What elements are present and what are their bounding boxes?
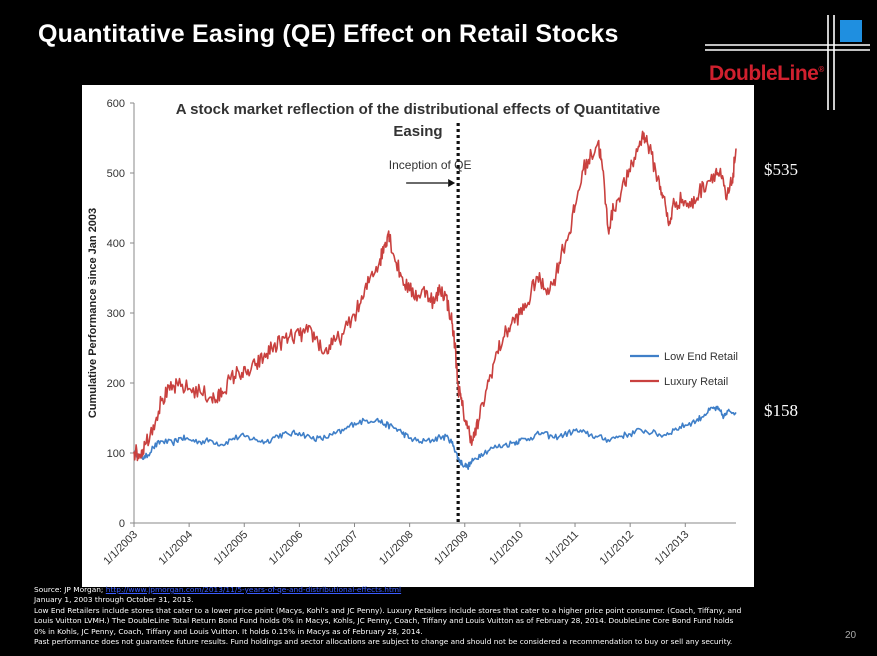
footnote-line: 0% in Kohls, JC Penny, Coach, Tiffany an… bbox=[34, 626, 423, 636]
qe-annotation-label: Inception of QE bbox=[389, 158, 472, 172]
y-tick-label: 400 bbox=[107, 238, 125, 250]
doubleline-logo: DoubleLine® bbox=[709, 62, 824, 85]
y-tick-label: 300 bbox=[107, 308, 125, 320]
y-tick-label: 200 bbox=[107, 378, 125, 390]
low-end-end-value: $158 bbox=[764, 401, 798, 420]
y-tick-label: 500 bbox=[107, 168, 125, 180]
x-tick-label: 1/1/2004 bbox=[156, 529, 195, 568]
x-tick-label: 1/1/2011 bbox=[543, 529, 581, 567]
chart-title-line: A stock market reflection of the distrib… bbox=[176, 101, 661, 118]
logo-blue-square bbox=[840, 20, 862, 42]
source-line: Source: JP Morgan; http://www.jpmorgan.c… bbox=[34, 585, 402, 594]
luxury-retail-line bbox=[133, 130, 737, 462]
footnote-line: Low End Retailers include stores that ca… bbox=[34, 605, 742, 615]
x-tick-label: 1/1/2010 bbox=[487, 529, 526, 568]
luxury-end-value: $535 bbox=[764, 160, 798, 179]
x-tick-label: 1/1/2009 bbox=[432, 529, 471, 568]
footnote-line: Louis Vuitton LVMH.) The DoubleLine Tota… bbox=[34, 616, 734, 626]
y-axis-label: Cumulative Performance since Jan 2003 bbox=[87, 208, 99, 418]
y-tick-label: 0 bbox=[119, 518, 125, 530]
footnotes: Source: JP Morgan; http://www.jpmorgan.c… bbox=[34, 585, 824, 647]
x-tick-label: 1/1/2007 bbox=[322, 529, 361, 568]
legend-label: Luxury Retail bbox=[664, 376, 728, 388]
x-tick-label: 1/1/2012 bbox=[598, 529, 637, 568]
source-link[interactable]: http://www.jpmorgan.com/2013/11/5-years-… bbox=[105, 585, 402, 594]
qe-retail-chart: 0 100 200 300 400 500 600 1/1/2003 1/1/2004 1/1/2… bbox=[87, 98, 738, 568]
doubleline-logo-frame bbox=[705, 15, 870, 110]
qe-arrow-head bbox=[448, 179, 456, 187]
x-tick-label: 1/1/2006 bbox=[267, 529, 306, 568]
y-tick-label: 100 bbox=[107, 448, 125, 460]
chart-title-line: Easing bbox=[393, 123, 442, 140]
legend-label: Low End Retail bbox=[664, 351, 738, 363]
page-number: 20 bbox=[845, 630, 857, 641]
slide-title: Quantitative Easing (QE) Effect on Retai… bbox=[38, 20, 619, 48]
low-end-retail-line bbox=[133, 405, 737, 470]
y-tick-label: 600 bbox=[107, 98, 125, 110]
period-line: January 1, 2003 through October 31, 2013… bbox=[34, 595, 194, 605]
x-tick-label: 1/1/2003 bbox=[101, 529, 140, 568]
x-tick-label: 1/1/2005 bbox=[212, 529, 251, 568]
x-tick-label: 1/1/2013 bbox=[653, 529, 692, 568]
x-tick-label: 1/1/2008 bbox=[377, 529, 416, 568]
footnote-line: Past performance does not guarantee futu… bbox=[34, 637, 733, 647]
chart-panel: 0 100 200 300 400 500 600 1/1/2003 1/1/2004 1/1/2… bbox=[82, 85, 754, 587]
